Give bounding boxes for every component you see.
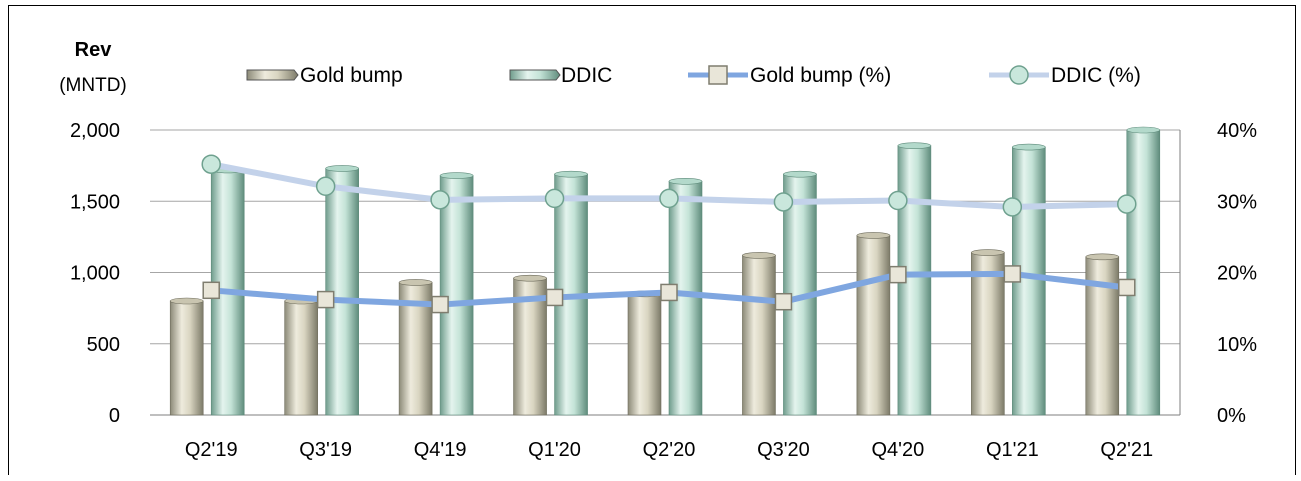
bar-gold-bump-cap — [513, 274, 547, 282]
legend-swatch-ddic — [509, 69, 561, 81]
point-ddic-pct — [773, 192, 794, 212]
x-tick-label: Q2'21 — [1100, 439, 1153, 461]
chart-frame — [8, 5, 1296, 475]
legend-label-gold-bump: Gold bump — [300, 64, 403, 87]
point-gold-bump-pct — [431, 295, 449, 314]
y2-tick-label: 0% — [1217, 405, 1246, 427]
bar-gold-bump-cap — [398, 279, 433, 286]
x-tick-label: Q1'20 — [528, 439, 581, 461]
y-axis-ticks: 2,000 1,500 1,000 500 0 — [70, 120, 120, 427]
y2-tick-label: 40% — [1217, 120, 1257, 142]
bar-ddic-cap — [325, 165, 359, 172]
y2-tick-label: 30% — [1217, 191, 1257, 213]
bar-gold-bump-cap — [742, 252, 776, 259]
y2-tick-label: 10% — [1217, 334, 1257, 356]
y-tick-label: 0 — [109, 405, 120, 427]
bar-ddic-cap — [554, 170, 588, 178]
x-tick-label: Q3'19 — [299, 439, 352, 461]
legend-item-gold-bump: Gold bump — [246, 64, 403, 87]
legend-label-ddic: DDIC — [561, 64, 612, 87]
point-gold-bump-pct — [545, 288, 564, 307]
bar-gold-bump — [284, 300, 318, 416]
legend-swatch-gold-bump — [246, 69, 299, 81]
point-gold-bump-pct — [202, 281, 220, 300]
legend-marker-ddic-pct — [1009, 65, 1029, 85]
y-tick-label: 1,000 — [70, 263, 120, 285]
point-gold-bump-pct — [316, 290, 335, 309]
bar-gold-bump-cap — [169, 297, 204, 305]
y-tick-label: 500 — [87, 334, 120, 356]
legend-item-ddic: DDIC — [509, 64, 612, 87]
bar-ddic-cap — [897, 142, 932, 149]
point-ddic-pct — [430, 190, 450, 210]
x-axis-ticks: Q2'19 Q3'19 Q4'19 Q1'20 Q2'20 Q3'20 Q4'20 Q1'21… — [185, 439, 1153, 461]
bar-ddic — [1126, 129, 1161, 416]
point-ddic-pct — [544, 188, 565, 209]
legend-item-ddic-pct: DDIC (%) — [989, 64, 1141, 87]
y2-tick-label: 20% — [1217, 263, 1257, 285]
y-axis-unit: (MNTD) — [59, 75, 127, 96]
y-axis-title: Rev — [75, 39, 113, 61]
x-tick-label: Q4'19 — [414, 439, 467, 461]
bar-gold-bump — [627, 293, 662, 416]
bar-gold-bump-cap — [1085, 253, 1120, 261]
point-ddic-pct — [1117, 194, 1137, 214]
bar-ddic-cap — [439, 172, 474, 179]
bar-gold-bump — [742, 255, 776, 416]
legend-item-gold-bump-pct: Gold bump (%) — [688, 64, 891, 87]
point-gold-bump-pct — [774, 292, 793, 311]
legend-label-ddic-pct: DDIC (%) — [1051, 64, 1141, 87]
bar-gold-bump-cap — [856, 232, 891, 239]
point-ddic-pct — [1002, 197, 1023, 217]
bar-gold-bump-cap — [971, 249, 1005, 256]
x-tick-label: Q2'19 — [185, 439, 238, 461]
point-ddic-pct — [888, 190, 908, 211]
x-tick-label: Q1'21 — [986, 439, 1039, 461]
x-tick-label: Q3'20 — [757, 439, 810, 461]
y-tick-label: 2,000 — [70, 120, 120, 142]
point-ddic-pct — [201, 154, 221, 174]
bar-gold-bump — [169, 300, 204, 416]
bar-gold-bump — [856, 235, 891, 416]
point-gold-bump-pct — [1118, 278, 1136, 297]
bar-ddic-cap — [668, 178, 703, 185]
lines — [201, 154, 1137, 314]
x-tick-label: Q2'20 — [643, 439, 696, 461]
bar-ddic-cap — [783, 170, 817, 178]
legend-marker-gold-bump-pct — [708, 65, 728, 85]
point-gold-bump-pct — [889, 265, 907, 284]
legend: Gold bump DDIC Gold bump (%) DDIC (%) — [246, 64, 1141, 87]
x-tick-label: Q4'20 — [872, 439, 925, 461]
point-ddic-pct — [315, 176, 336, 197]
y-tick-label: 1,500 — [70, 191, 120, 213]
y2-axis-ticks: 40% 30% 20% 10% 0% — [1217, 120, 1257, 427]
point-gold-bump-pct — [1003, 265, 1022, 283]
bar-ddic — [439, 175, 474, 416]
point-gold-bump-pct — [660, 283, 678, 302]
bar-ddic-cap — [1012, 143, 1046, 151]
legend-label-gold-bump-pct: Gold bump (%) — [750, 64, 891, 87]
bar-gold-bump — [971, 252, 1005, 416]
point-ddic-pct — [659, 188, 679, 209]
bar-ddic-cap — [1126, 126, 1161, 134]
